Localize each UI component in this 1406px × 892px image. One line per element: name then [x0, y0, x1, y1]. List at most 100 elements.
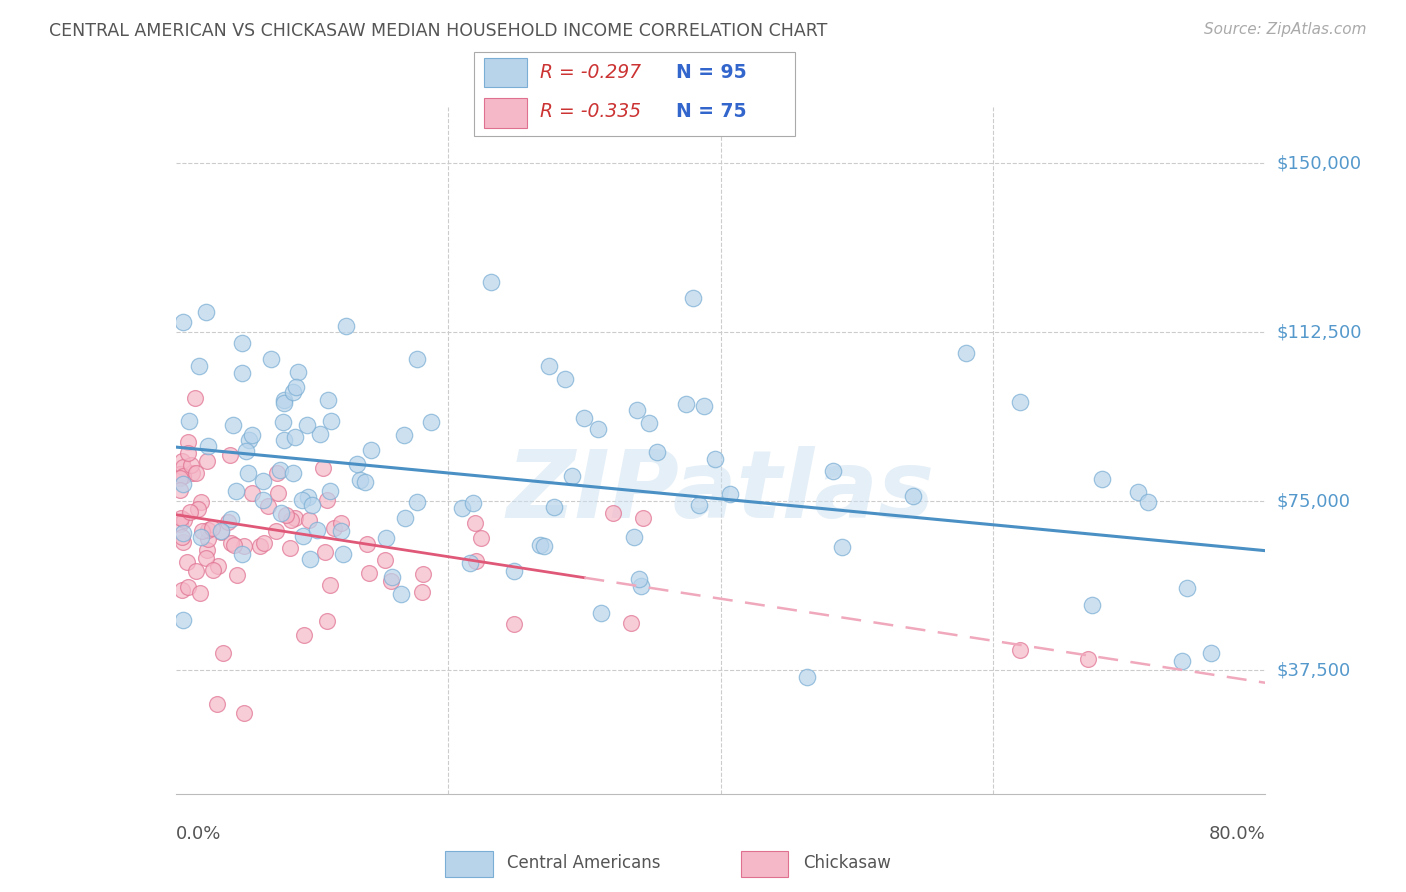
Point — [172, 535, 194, 549]
Point — [211, 524, 233, 539]
Point — [620, 616, 643, 631]
Point — [309, 426, 332, 441]
Text: $75,000: $75,000 — [1277, 492, 1351, 510]
Text: $112,500: $112,500 — [1277, 323, 1362, 342]
Point — [561, 469, 583, 483]
Point — [330, 524, 353, 538]
Point — [270, 507, 292, 521]
Point — [346, 458, 368, 472]
Point — [360, 443, 382, 458]
Point — [1010, 395, 1032, 409]
Point — [264, 524, 287, 538]
Point — [269, 463, 291, 477]
Point — [627, 572, 650, 586]
Point — [209, 524, 232, 539]
Point — [349, 473, 371, 487]
Text: R = -0.335: R = -0.335 — [540, 102, 641, 121]
Point — [184, 391, 207, 405]
Point — [225, 484, 247, 499]
Point — [179, 414, 201, 428]
Point — [219, 512, 242, 526]
Point — [200, 521, 222, 535]
Point — [190, 495, 212, 509]
Point — [682, 292, 704, 306]
Text: Source: ZipAtlas.com: Source: ZipAtlas.com — [1204, 22, 1367, 37]
Point — [381, 570, 404, 584]
Point — [172, 469, 194, 483]
Point — [901, 490, 924, 504]
FancyBboxPatch shape — [484, 58, 527, 87]
FancyBboxPatch shape — [484, 98, 527, 128]
Point — [533, 539, 555, 553]
Point — [1128, 485, 1150, 500]
Point — [316, 614, 339, 628]
Point — [169, 471, 191, 485]
Point — [572, 411, 595, 425]
Point — [278, 541, 301, 555]
Point — [291, 493, 314, 508]
Point — [221, 536, 243, 550]
Point — [231, 367, 253, 381]
Point — [173, 513, 195, 527]
Point — [177, 446, 200, 460]
Point — [335, 319, 357, 334]
Text: Central Americans: Central Americans — [508, 854, 661, 872]
Point — [1199, 647, 1222, 661]
Point — [276, 508, 298, 522]
Point — [353, 475, 375, 490]
Point — [406, 352, 429, 367]
Point — [172, 613, 194, 627]
Point — [172, 530, 194, 544]
Point — [197, 533, 219, 547]
Point — [190, 524, 212, 539]
Point — [319, 415, 342, 429]
Point — [284, 430, 307, 444]
Point — [693, 399, 716, 413]
Point — [319, 483, 342, 498]
Point — [187, 502, 209, 516]
Point — [821, 464, 844, 478]
Point — [420, 415, 443, 429]
Point — [240, 486, 263, 500]
Point — [394, 510, 416, 524]
Point — [169, 483, 191, 498]
Point — [1177, 581, 1199, 595]
Point — [359, 566, 381, 580]
Point — [298, 551, 321, 566]
Point — [260, 351, 283, 366]
Point — [554, 372, 576, 386]
Point — [205, 697, 228, 711]
Point — [225, 568, 247, 582]
Point — [252, 474, 274, 488]
Point — [222, 418, 245, 433]
Point — [232, 706, 254, 720]
Point — [284, 380, 307, 394]
Text: $37,500: $37,500 — [1277, 661, 1351, 679]
Point — [197, 439, 219, 453]
Text: 0.0%: 0.0% — [176, 825, 221, 843]
Point — [194, 305, 217, 319]
Point — [273, 393, 295, 408]
Point — [316, 392, 339, 407]
Point — [281, 384, 304, 399]
Point — [588, 422, 610, 436]
Point — [172, 460, 194, 475]
Point — [955, 345, 977, 359]
Point — [240, 427, 263, 442]
Point — [179, 505, 201, 519]
Point — [458, 556, 481, 570]
Point — [257, 500, 280, 514]
Point — [301, 498, 323, 512]
Point — [589, 606, 612, 620]
Point — [187, 359, 209, 373]
Point — [169, 517, 191, 532]
Point — [238, 433, 260, 447]
Point — [186, 466, 208, 480]
Point — [332, 547, 354, 561]
Point — [231, 547, 253, 561]
Point — [479, 275, 502, 289]
Point — [543, 500, 565, 515]
Point — [461, 496, 484, 510]
Point — [470, 531, 492, 545]
Point — [252, 492, 274, 507]
